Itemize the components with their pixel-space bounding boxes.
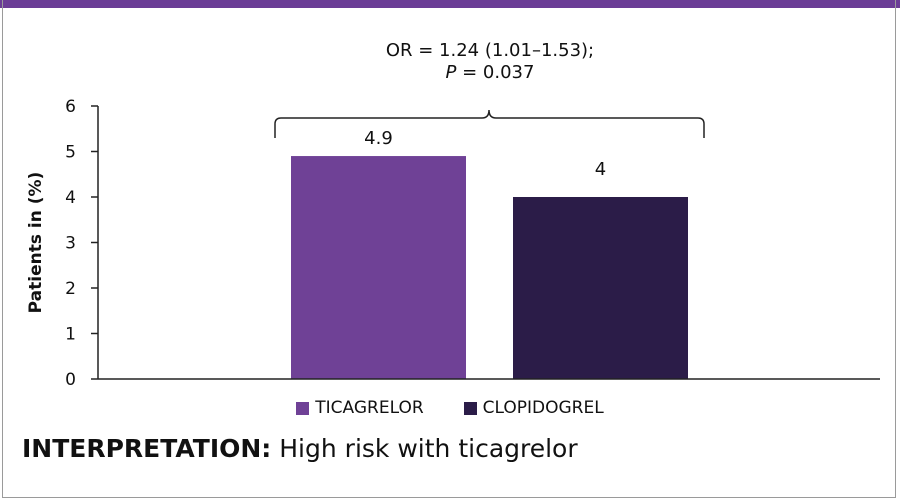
legend-label-clopidogrel: CLOPIDOGREL (482, 398, 604, 418)
interpretation-label: INTERPRETATION: (22, 434, 272, 463)
top-accent-bar (0, 0, 900, 8)
legend-swatch-ticagrelor (296, 401, 310, 415)
y-tick-label: 1 (65, 325, 76, 345)
legend-swatch-clopidogrel (463, 401, 477, 415)
legend-label-ticagrelor: TICAGRELOR (315, 398, 424, 418)
data-label: 4 (595, 159, 606, 180)
y-tick-label: 3 (65, 234, 76, 254)
comparison-bracket (274, 109, 705, 138)
p-value: = 0.037 (456, 62, 535, 83)
interpretation: INTERPRETATION: High risk with ticagrelo… (22, 434, 578, 463)
data-label: 4.9 (364, 128, 393, 149)
interpretation-text: High risk with ticagrelor (271, 434, 578, 463)
y-tick-label: 4 (65, 188, 76, 208)
y-tick-label: 2 (65, 279, 76, 299)
legend-item-clopidogrel: CLOPIDOGREL (463, 398, 604, 418)
annotation-line-1: OR = 1.24 (1.01–1.53); (385, 40, 595, 61)
y-tick-label: 6 (65, 97, 76, 117)
bar-ticagrelor (291, 156, 466, 379)
y-tick-label: 0 (65, 370, 76, 390)
legend: TICAGRELOR CLOPIDOGREL (0, 398, 900, 418)
p-symbol: P (445, 62, 457, 83)
y-tick-label: 5 (65, 143, 76, 163)
y-axis-label: Patients in (%) (26, 172, 46, 314)
annotation-line-2: P = 0.037 (280, 62, 700, 84)
legend-item-ticagrelor: TICAGRELOR (296, 398, 424, 418)
bar-clopidogrel (513, 197, 688, 379)
